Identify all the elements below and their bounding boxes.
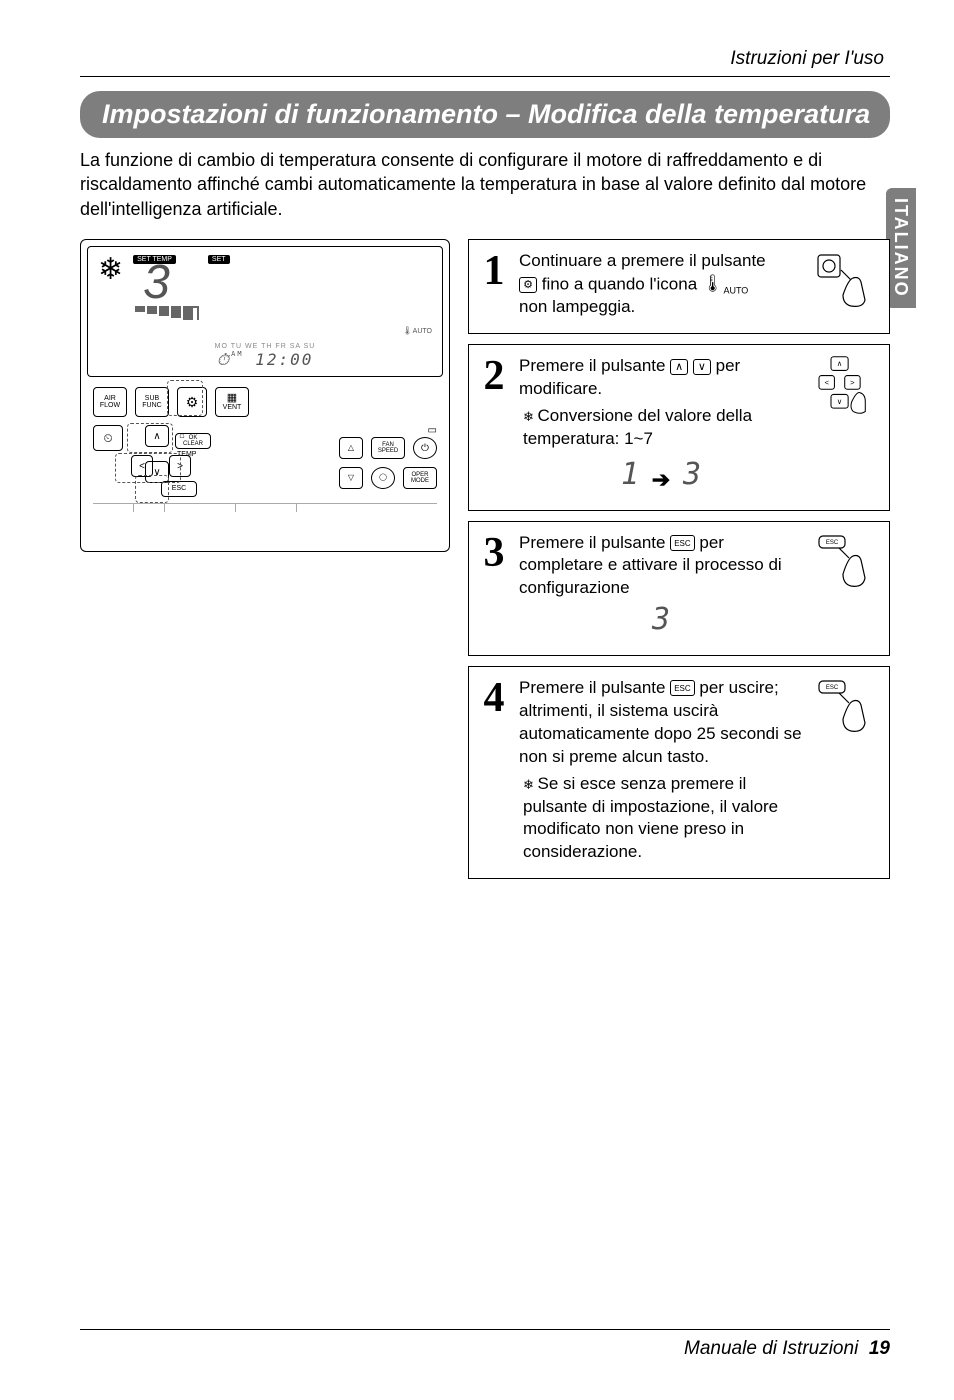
language-side-tab: ITALIANO <box>886 188 916 308</box>
seg-value-from: 1 <box>621 455 639 496</box>
arrow-right-icon: ➔ <box>652 465 670 495</box>
fan-speed-button[interactable]: FAN SPEED <box>371 437 405 459</box>
weekday-row: MO TU WE TH FR SA SU <box>98 343 432 350</box>
page-footer: Manuale di Istruzioni 19 <box>80 1329 890 1360</box>
esc-button[interactable]: ESC <box>161 481 197 497</box>
step-4-card: 4 Premere il pulsante ESC per uscire; al… <box>468 666 890 880</box>
seg-value-confirm: 3 <box>652 600 670 641</box>
step-1-number: 1 <box>479 250 509 319</box>
set-value-digit: 3 <box>143 264 432 302</box>
settings-gear-button[interactable]: ⚙ <box>177 387 207 417</box>
sub-func-button[interactable]: SUB FUNC <box>135 387 169 417</box>
footer-page-number: 19 <box>869 1338 890 1359</box>
power-button[interactable]: ⏻ <box>413 437 437 459</box>
page-down-button[interactable]: ▽ <box>339 467 363 489</box>
up-arrow-icon: ∧ <box>670 359 688 375</box>
device-base <box>93 503 437 525</box>
esc-inline-icon-2: ESC <box>670 680 694 696</box>
mode-circle-button[interactable]: ◯ <box>371 467 395 489</box>
svg-text:ESC: ESC <box>826 540 839 546</box>
header-breadcrumb: Istruzioni per I'uso <box>80 48 890 70</box>
step-3-body: Premere il pulsante ESC per completare e… <box>519 532 803 641</box>
intro-paragraph: La funzione di cambio di temperatura con… <box>80 148 890 221</box>
step-1-body: Continuare a premere il pulsante ⚙ fino … <box>519 250 803 319</box>
down-arrow-icon: ∨ <box>693 359 711 375</box>
air-flow-button[interactable]: AIR FLOW <box>93 387 127 417</box>
thermo-auto-icon: 🌡AUTO <box>702 273 748 297</box>
svg-text:∨: ∨ <box>837 397 843 406</box>
press-arrows-hand-icon: ∧ < > ∨ <box>813 355 877 495</box>
step-2-number: 2 <box>479 355 509 495</box>
oper-mode-button[interactable]: OPER MODE <box>403 467 437 489</box>
step-4-body: Premere il pulsante ESC per uscire; altr… <box>519 677 803 865</box>
ok-clear-button[interactable]: OK CLEAR <box>175 433 211 449</box>
cooling-mode-icon: ❄ <box>98 255 123 285</box>
set-badge: SET <box>208 255 230 264</box>
page-up-button[interactable]: △ <box>339 437 363 459</box>
remote-device-figure: ❄ SET TEMP SET 3 <box>80 239 450 552</box>
footer-label: Manuale di Istruzioni <box>684 1338 858 1359</box>
gear-button-icon: ⚙ <box>519 277 537 293</box>
timer-button[interactable]: ⏲ <box>93 425 123 451</box>
seg-value-to: 3 <box>683 455 701 496</box>
nav-right-button[interactable]: > <box>169 455 191 477</box>
svg-text:ESC: ESC <box>826 685 839 691</box>
step-1-card: 1 Continuare a premere il pulsante ⚙ fin… <box>468 239 890 334</box>
fan-bars-icon <box>135 306 432 320</box>
auto-indicator: 🌡AUTO <box>98 326 432 335</box>
svg-text:∧: ∧ <box>837 359 843 368</box>
step-2-body: Premere il pulsante ∧ ∨ per modificare. … <box>519 355 803 495</box>
esc-inline-icon: ESC <box>670 535 694 551</box>
step-2-card: 2 Premere il pulsante ∧ ∨ per modificare… <box>468 344 890 510</box>
svg-text:>: > <box>850 378 855 387</box>
vent-button[interactable]: ▦VENT <box>215 387 249 417</box>
temp-up-button[interactable]: ∧ <box>145 425 169 447</box>
clock-display: ⏱AM 12:00 <box>98 350 432 370</box>
step-4-number: 4 <box>479 677 509 865</box>
press-esc-hand-icon: ESC <box>813 532 877 641</box>
press-gear-hand-icon <box>813 250 877 319</box>
step-3-card: 3 Premere il pulsante ESC per completare… <box>468 521 890 656</box>
header-rule <box>80 76 890 77</box>
device-button-panel: AIR FLOW SUB FUNC ⚙ ▦VENT ⏲ ∧ ⌂ OK CLEAR… <box>87 377 443 545</box>
temp-down-button[interactable]: ∨ <box>145 461 169 483</box>
section-title: Impostazioni di funzionamento – Modifica… <box>80 91 890 138</box>
step-3-number: 3 <box>479 532 509 641</box>
temp-nav-cluster: ∧ ⌂ OK CLEAR TEMP < ∨ > ESC <box>131 425 201 485</box>
press-esc-hand-icon-2: ESC <box>813 677 877 865</box>
footer-rule <box>80 1329 890 1330</box>
svg-text:<: < <box>824 378 829 387</box>
device-lcd-screen: ❄ SET TEMP SET 3 <box>87 246 443 377</box>
